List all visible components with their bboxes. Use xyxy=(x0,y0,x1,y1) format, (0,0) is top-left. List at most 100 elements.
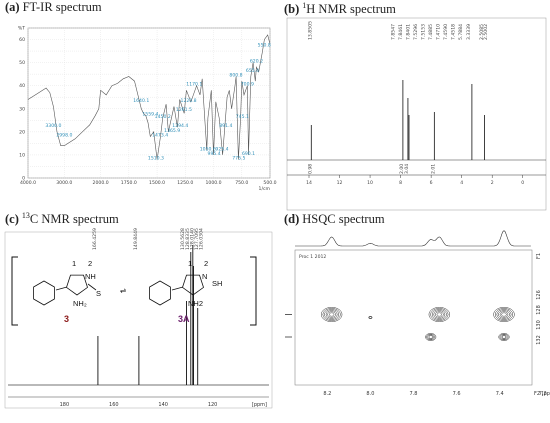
hsqc-cross-peak-contour xyxy=(368,316,372,319)
h1-peak-label: 13.8505 xyxy=(307,21,313,40)
hsqc-cross-peak-contour xyxy=(494,308,514,321)
atom-nh2-right: NH2 xyxy=(188,299,203,308)
bond-left xyxy=(55,286,68,291)
ftir-y-tick: 30 xyxy=(19,106,25,112)
atom-num-2-right: 2 xyxy=(204,259,208,268)
atom-s-left: S xyxy=(96,289,101,298)
ftir-x-tick: 500.0 xyxy=(263,180,276,186)
hsqc-x-tick: 7.4 xyxy=(496,391,504,397)
h1-peak-label: 7.4590 xyxy=(443,24,449,40)
ftir-y-tick: 10 xyxy=(19,152,25,158)
hsqc-cross-peak-contour xyxy=(500,334,508,340)
hsqc-cross-peak-contour xyxy=(431,309,447,320)
ftir-y-tick: 40 xyxy=(19,83,25,89)
hsqc-cross-peak-contour xyxy=(498,333,510,341)
ftir-x-tick: 1000.0 xyxy=(205,180,221,186)
triazole-ring-right xyxy=(182,274,204,296)
c13-peak-label: 128.8335 xyxy=(185,228,191,250)
atom-num-1-right: 1 xyxy=(188,259,192,268)
c13-peak-label: 128.0140 xyxy=(189,228,195,250)
hsqc-corner-label: Proc 1 2012 xyxy=(299,254,326,260)
c13-peak-label: 166.4259 xyxy=(92,228,98,250)
ftir-peak-annotation: 995.4 xyxy=(208,151,221,157)
h1-peak-label: 5.7884 xyxy=(458,24,464,40)
ftir-x-tick: 2000.0 xyxy=(93,180,109,186)
ftir-peak-annotation: 745.1 xyxy=(236,114,249,120)
panel-a-title: (a) FT-IR spectrum xyxy=(5,0,102,14)
hsqc-cross-peak-contour xyxy=(328,312,335,317)
hsqc-cross-peak-contour xyxy=(433,310,446,319)
h1-integral: 2.00 xyxy=(399,164,405,174)
h1-x-tick: 10 xyxy=(367,180,373,186)
h1-x-tick: 4 xyxy=(460,180,463,186)
hsqc-x-tick: 8.0 xyxy=(366,391,374,397)
c13-peak-label: 130.5628 xyxy=(180,228,186,250)
ftir-y-tick: 60 xyxy=(19,37,25,43)
hsqc-x-tick: 7.8 xyxy=(410,391,418,397)
c13-x-label: [ppm] xyxy=(252,402,267,408)
ftir-peak-annotation: 1170.1 xyxy=(186,82,202,88)
ftir-x-tick: 1250.0 xyxy=(177,180,193,186)
atom-n-right: N xyxy=(202,272,207,281)
ftir-peak-annotation: 1050.6 xyxy=(200,146,216,152)
ftir-peak-annotation: 891.4 xyxy=(219,123,232,129)
ftir-peak-annotation: 775.5 xyxy=(232,156,245,162)
hsqc-cross-peak-contour xyxy=(327,311,336,318)
c13-x-tick: 120 xyxy=(208,402,218,408)
ftir-x-tick: 3000.0 xyxy=(56,180,72,186)
panel-b-title: (b) 1H NMR spectrum xyxy=(284,0,396,16)
hsqc-y-tick: 126 xyxy=(536,290,542,300)
h1-peak-label: 7.4518 xyxy=(450,24,456,40)
triazole-ring-left xyxy=(66,274,88,296)
h1-integral: 2.01 xyxy=(430,164,436,174)
hsqc-x-tick: 7.6 xyxy=(453,391,461,397)
ftir-peak-annotation: 1450.2 xyxy=(155,114,171,120)
h1-x-tick: 6 xyxy=(430,180,433,186)
hsqc-cross-peak-contour xyxy=(436,312,443,317)
bond-right xyxy=(171,286,184,291)
h1-peak-label: 2.5085 xyxy=(479,24,485,40)
ftir-peak-annotation: 1261.5 xyxy=(176,107,192,113)
ftir-peak-annotation: 1640.1 xyxy=(133,98,149,104)
ftir-series-line xyxy=(27,34,271,160)
h1-peak-label: 3.3339 xyxy=(466,24,472,40)
ftir-x-tick: 4000.0 xyxy=(20,180,36,186)
bracket-right xyxy=(250,256,257,326)
c13-peak-label: 127.7095 xyxy=(194,228,200,250)
hsqc-cross-peak-contour xyxy=(320,307,343,322)
h1-peak-label: 2.5002 xyxy=(483,24,489,40)
h1-x-tick: 14 xyxy=(306,180,312,186)
h1-peak-label: 7.5296 xyxy=(413,24,419,40)
ftir-frame xyxy=(27,27,271,179)
ftir-peak-annotation: 925.4 xyxy=(215,146,228,152)
ftir-x-label: 1/cm xyxy=(259,186,271,192)
hsqc-cross-peak-contour xyxy=(426,333,436,341)
hsqc-cross-peak-contour xyxy=(324,309,340,320)
ftir-peak-annotation: 550.8 xyxy=(258,42,271,48)
atom-nh-left: NH xyxy=(85,272,96,281)
ftir-peak-annotation: 1559.4 xyxy=(142,112,158,118)
ftir-x-tick: 750.0 xyxy=(235,180,248,186)
ftir-peak-annotation: 655.4 xyxy=(246,68,259,74)
hsqc-cross-peak-contour xyxy=(435,311,444,318)
ftir-peak-annotation: 700.9 xyxy=(241,82,254,88)
hsqc-cross-peak-contour xyxy=(428,307,451,322)
hsqc-x-tick: 7.2 xyxy=(539,391,547,397)
hsqc-y-tick: 130 xyxy=(536,320,542,330)
ftir-x-tick: 1500.0 xyxy=(149,180,165,186)
ftir-peak-annotation: 1294.4 xyxy=(172,123,188,129)
h1-peak-label: 7.8461 xyxy=(398,24,404,40)
hsqc-x-label: F2 [ppm] xyxy=(534,391,550,397)
h1-peak-label: 7.4885 xyxy=(428,24,434,40)
atom-nh2-left: NH₂ xyxy=(73,299,87,308)
benzene-ring-right xyxy=(149,280,171,306)
hsqc-cross-peak-contour xyxy=(493,307,515,322)
ftir-y-tick: 50 xyxy=(19,60,25,66)
h1-peak-label: 7.8401 xyxy=(405,24,411,40)
equilibrium-arrow: ⇌ xyxy=(120,286,127,295)
atom-sh-right: SH xyxy=(212,279,222,288)
hsqc-top-projection xyxy=(295,230,531,247)
h1-x-tick: 12 xyxy=(337,180,343,186)
c13-peak-label: 149.8449 xyxy=(133,228,139,250)
